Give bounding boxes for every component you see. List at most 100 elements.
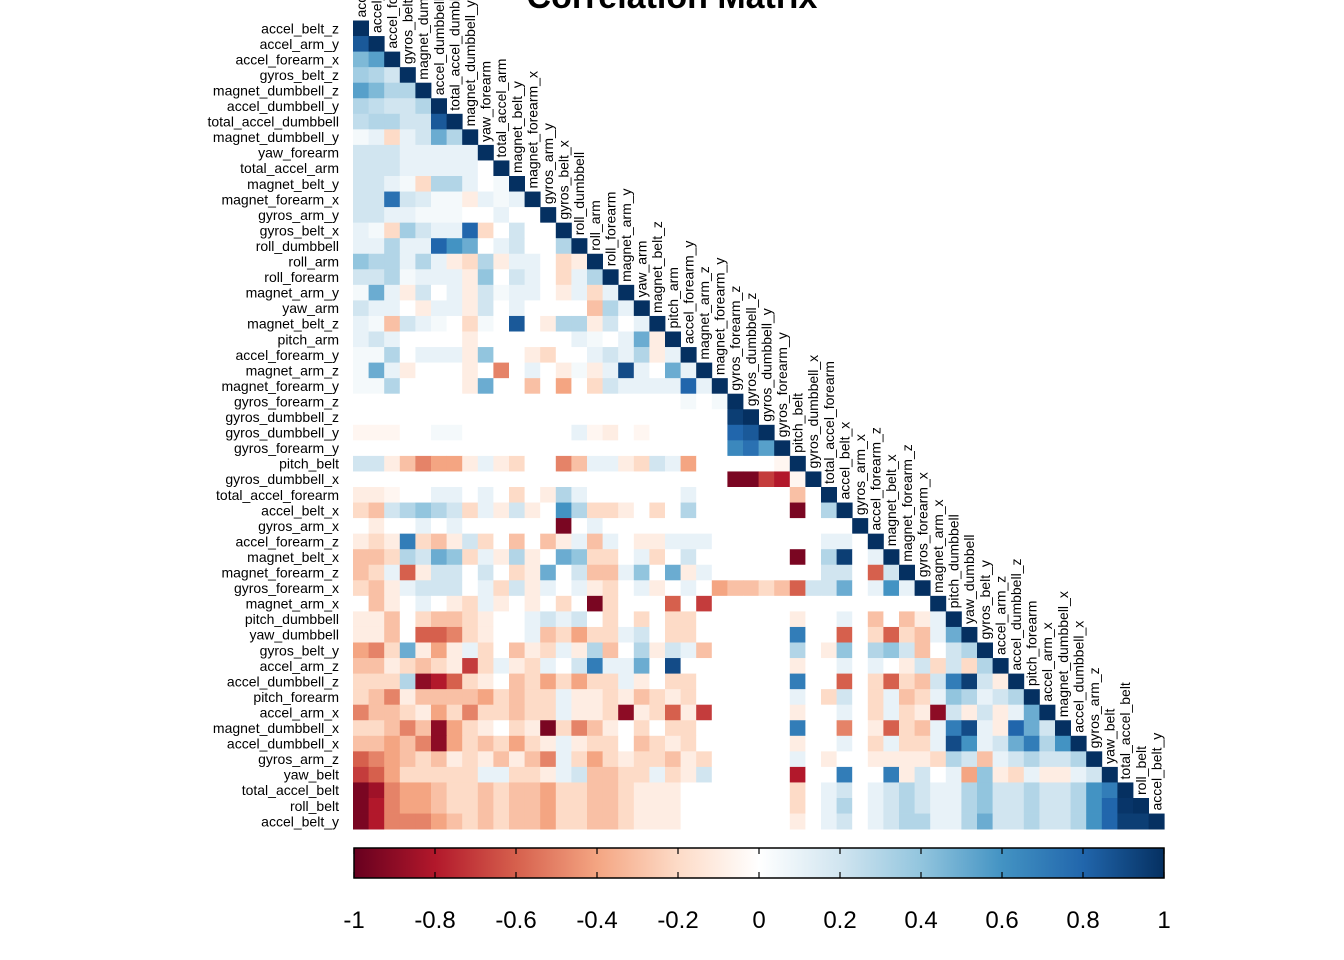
- heatmap-cell: [680, 564, 697, 581]
- heatmap-cell: [945, 658, 962, 674]
- heatmap-cell: [571, 766, 588, 783]
- heatmap-cell: [789, 564, 806, 581]
- heatmap-cell: [353, 813, 369, 830]
- heatmap-cell: [945, 689, 962, 706]
- row-label: accel_dumbbell_x: [227, 736, 339, 752]
- heatmap-cell: [384, 238, 401, 255]
- row-label: magnet_arm_y: [246, 285, 339, 301]
- colorbar-tick-label: -1: [343, 907, 364, 934]
- heatmap-cell: [680, 440, 697, 457]
- row-label: accel_belt_z: [261, 20, 339, 36]
- heatmap-cell: [415, 144, 432, 161]
- heatmap-cell: [1086, 782, 1103, 799]
- heatmap-cell: [899, 673, 915, 690]
- heatmap-cell: [462, 580, 479, 597]
- heatmap-cell: [353, 238, 369, 255]
- heatmap-cell: [992, 751, 1009, 768]
- heatmap-cell: [883, 720, 900, 737]
- column-label: magnet_dumbbell_y: [462, 0, 478, 126]
- heatmap-cell: [602, 269, 619, 286]
- heatmap-cell: [743, 580, 759, 597]
- heatmap-cell: [353, 626, 369, 643]
- heatmap-cell: [633, 331, 650, 348]
- heatmap-cell: [665, 766, 681, 783]
- heatmap-cell: [914, 673, 931, 690]
- heatmap-cell: [540, 269, 557, 286]
- heatmap-cell: [462, 362, 479, 379]
- heatmap-cell: [353, 611, 369, 628]
- heatmap-cell: [415, 347, 432, 363]
- heatmap-cell: [727, 518, 744, 535]
- heatmap-cell: [587, 269, 603, 286]
- heatmap-cell: [524, 720, 541, 737]
- heatmap-cell: [883, 611, 900, 628]
- heatmap-cell: [384, 440, 401, 457]
- heatmap-cell: [961, 766, 978, 783]
- heatmap-cell: [727, 502, 744, 519]
- heatmap-cell: [524, 595, 541, 612]
- heatmap-cell: [399, 642, 416, 659]
- heatmap-cell: [711, 704, 728, 721]
- row-label: gyros_belt_y: [260, 642, 339, 658]
- heatmap-cell: [571, 611, 588, 628]
- heatmap-cell: [368, 207, 385, 224]
- heatmap-cell: [368, 98, 385, 115]
- heatmap-cell: [633, 549, 650, 566]
- heatmap-cell: [353, 735, 369, 752]
- heatmap-cell: [618, 502, 635, 519]
- heatmap-cell: [961, 813, 978, 830]
- heatmap-cell: [399, 595, 416, 612]
- heatmap-cell: [477, 440, 494, 457]
- heatmap-cell: [509, 658, 525, 674]
- heatmap-cell: [711, 455, 728, 472]
- heatmap-cell: [680, 798, 697, 814]
- heatmap-cell: [368, 471, 385, 488]
- heatmap-cell: [399, 129, 416, 146]
- heatmap-cell: [368, 487, 385, 503]
- heatmap-cell: [524, 238, 541, 255]
- heatmap-cell: [665, 658, 681, 674]
- heatmap-cell: [602, 378, 619, 395]
- heatmap-cell: [587, 362, 603, 379]
- heatmap-cell: [852, 611, 869, 628]
- heatmap-cell: [914, 751, 931, 768]
- heatmap-cell: [555, 626, 572, 643]
- heatmap-cell: [509, 813, 525, 830]
- heatmap-cell: [618, 626, 635, 643]
- heatmap-cell: [961, 720, 978, 737]
- heatmap-cell: [571, 642, 588, 659]
- heatmap-cell: [649, 751, 666, 768]
- heatmap-cell: [431, 393, 447, 410]
- heatmap-cell: [961, 658, 978, 674]
- heatmap-cell: [789, 611, 806, 628]
- heatmap-cell: [353, 82, 369, 99]
- heatmap-cell: [353, 580, 369, 597]
- heatmap-cell: [867, 580, 884, 597]
- heatmap-cell: [399, 564, 416, 581]
- heatmap-cell: [618, 813, 635, 830]
- heatmap-cell: [899, 689, 915, 706]
- heatmap-cell: [353, 51, 369, 68]
- heatmap-cell: [789, 595, 806, 612]
- heatmap-cell: [852, 549, 869, 566]
- heatmap-cell: [680, 782, 697, 799]
- heatmap-cell: [555, 331, 572, 348]
- heatmap-cell: [446, 533, 463, 550]
- heatmap-cell: [462, 409, 479, 426]
- heatmap-cell: [633, 300, 650, 317]
- heatmap-cell: [384, 347, 401, 363]
- heatmap-cell: [774, 518, 791, 535]
- heatmap-cell: [774, 502, 791, 519]
- heatmap-cell: [1039, 766, 1056, 783]
- heatmap-cell: [633, 347, 650, 363]
- column-label: accel_forearm_z: [868, 427, 884, 531]
- heatmap-cell: [493, 689, 510, 706]
- heatmap-cell: [758, 455, 775, 472]
- heatmap-cell: [384, 766, 401, 783]
- heatmap-cell: [415, 269, 432, 286]
- heatmap-cell: [555, 378, 572, 395]
- heatmap-cell: [384, 424, 401, 441]
- column-label: accel_forearm_x: [384, 0, 400, 49]
- heatmap-cell: [977, 689, 993, 706]
- heatmap-cell: [821, 533, 837, 550]
